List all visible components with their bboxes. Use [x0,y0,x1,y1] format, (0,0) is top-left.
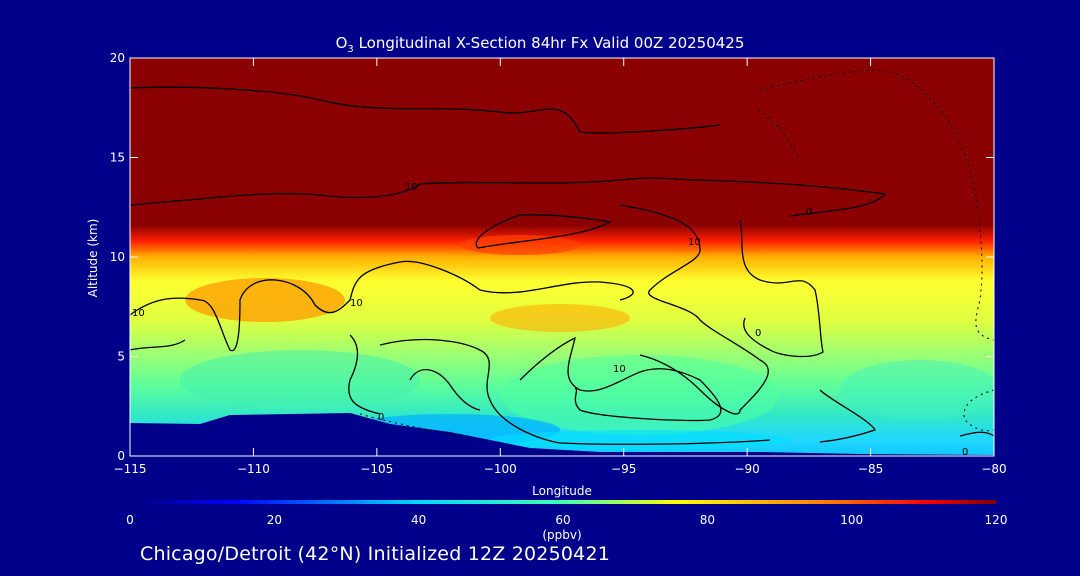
y-tick-label: 5 [117,350,125,364]
contour-label: 0 [806,207,812,218]
colorbar-tick-label: 120 [985,513,1008,527]
contour-label: 10 [350,298,363,309]
colorbar-tick-label: 80 [700,513,715,527]
x-axis: −115 −110 −105 −100 −95 −90 −85 −80 [114,58,1007,476]
x-tick-label: −80 [981,462,1006,476]
contour-label: 10 [132,308,145,319]
y-tick-label: 20 [110,51,125,65]
x-tick-label: −105 [360,462,393,476]
colorbar-tick-label: 40 [411,513,426,527]
colorbar-label: (ppbv) [542,528,581,542]
dotted-contours [359,69,994,439]
colorbar-tick-label: 0 [126,513,134,527]
y-tick-label: 15 [110,151,125,165]
x-tick-label: −85 [858,462,883,476]
x-tick-label: −110 [237,462,270,476]
footer-caption: Chicago/Detroit (42°N) Initialized 12Z 2… [140,543,611,565]
contour-lines [130,86,994,445]
colorbar-tick-label: 100 [840,513,863,527]
contour-labels: 10 10 0 10 10 0 0 10 0 [132,182,968,458]
x-tick-label: −90 [734,462,759,476]
x-tick-label: −95 [611,462,636,476]
colorbar-tick-label: 20 [267,513,282,527]
title-species: O [335,34,348,52]
contour-label: 0 [962,447,968,458]
x-tick-label: −115 [114,462,147,476]
contour-label: 10 [613,364,626,375]
colorbar-ticks: 0 20 40 60 80 100 120 [126,513,1007,527]
contour-label: 0 [755,328,761,339]
x-axis-label: Longitude [532,484,592,498]
y-tick-label: 10 [110,250,125,264]
contour-label: 0 [378,412,384,423]
heatmap-field: 10 10 0 10 10 0 0 10 0 [130,58,994,458]
contour-label: 10 [688,237,701,248]
contour-label: 10 [405,182,418,193]
title-text: Longitudinal X-Section 84hr Fx Valid 00Z… [353,34,745,52]
x-tick-label: −100 [484,462,517,476]
chart-title: O3 Longitudinal X-Section 84hr Fx Valid … [0,34,1080,55]
colorbar-tick-label: 60 [555,513,570,527]
colorbar [130,500,996,504]
y-axis: 0 5 10 15 20 [110,51,994,463]
y-tick-label: 0 [117,449,125,463]
title-subscript: 3 [347,44,354,55]
y-axis-label: Altitude (km) [86,219,100,298]
